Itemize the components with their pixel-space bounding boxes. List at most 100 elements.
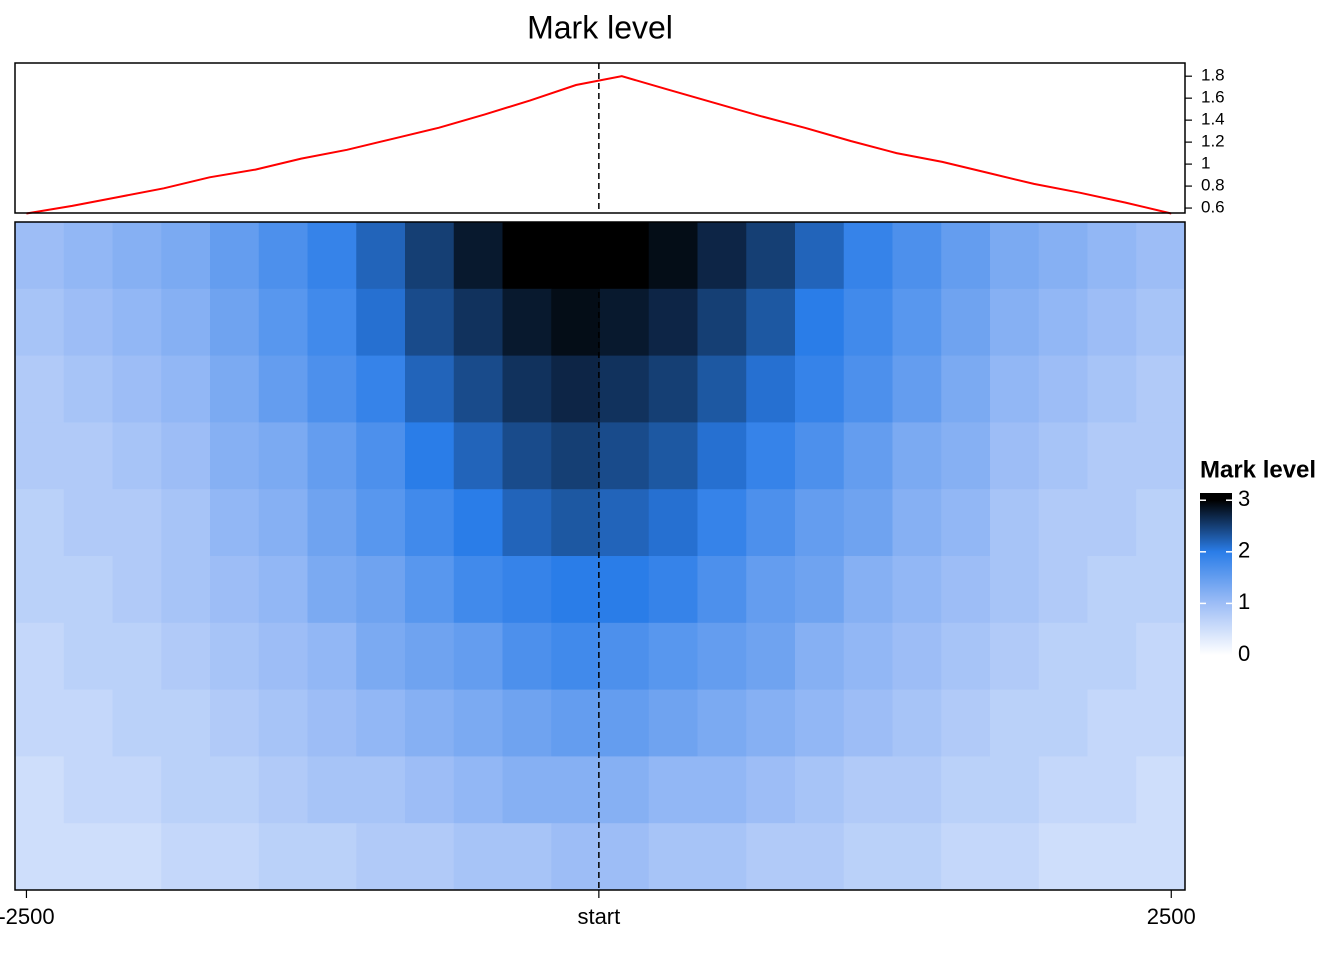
heatmap-cell bbox=[1136, 756, 1186, 824]
heatmap-cell bbox=[112, 222, 162, 290]
heatmap-cell bbox=[405, 756, 455, 824]
heatmap-cell bbox=[161, 222, 211, 290]
heatmap-cell bbox=[892, 489, 942, 557]
heatmap-cell bbox=[600, 489, 650, 557]
y-tick-label: 1.2 bbox=[1201, 132, 1225, 151]
heatmap-cell bbox=[356, 288, 406, 357]
heatmap-cell bbox=[843, 222, 893, 290]
heatmap-cell bbox=[258, 489, 308, 557]
profile-line bbox=[26, 75, 1172, 215]
heatmap-cell bbox=[551, 222, 601, 290]
heatmap-cell bbox=[112, 756, 162, 824]
heatmap-cell bbox=[990, 756, 1040, 824]
heatmap-cell bbox=[600, 756, 650, 824]
heatmap-cell bbox=[161, 622, 211, 691]
heatmap-cell bbox=[941, 222, 991, 290]
heatmap-cell bbox=[307, 355, 357, 423]
heatmap-cell bbox=[551, 489, 601, 557]
heatmap-cell bbox=[307, 489, 357, 557]
heatmap-cell bbox=[1136, 556, 1186, 624]
heatmap-cell bbox=[356, 355, 406, 423]
heatmap-cell bbox=[941, 823, 991, 891]
heatmap-cell bbox=[258, 622, 308, 691]
heatmap-cell bbox=[307, 756, 357, 824]
heatmap-cell bbox=[1038, 756, 1088, 824]
heatmap-cell bbox=[15, 222, 65, 290]
heatmap-cell bbox=[600, 288, 650, 357]
heatmap-cell bbox=[600, 823, 650, 891]
heatmap-cell bbox=[892, 689, 942, 757]
heatmap-cell bbox=[161, 823, 211, 891]
heatmap-cell bbox=[941, 422, 991, 490]
heatmap-cell bbox=[502, 689, 552, 757]
heatmap-cell bbox=[990, 355, 1040, 423]
heatmap-cell bbox=[1136, 689, 1186, 757]
heatmap-cell bbox=[63, 355, 113, 423]
heatmap-cell bbox=[746, 422, 796, 490]
heatmap-cell bbox=[453, 422, 503, 490]
heatmap-cell bbox=[648, 689, 698, 757]
heatmap-cell bbox=[405, 422, 455, 490]
heatmap-cell bbox=[210, 288, 260, 357]
heatmap-cell bbox=[15, 489, 65, 557]
heatmap-cell bbox=[258, 222, 308, 290]
heatmap-cell bbox=[892, 823, 942, 891]
heatmap-cell bbox=[210, 222, 260, 290]
heatmap-cell bbox=[405, 222, 455, 290]
heatmap-cell bbox=[648, 489, 698, 557]
legend-title: Mark level bbox=[1200, 456, 1316, 483]
heatmap-cell bbox=[1087, 422, 1137, 490]
heatmap-cell bbox=[502, 422, 552, 490]
y-tick-label: 0.6 bbox=[1201, 198, 1225, 217]
heatmap-cell bbox=[405, 622, 455, 691]
heatmap-cell bbox=[453, 556, 503, 624]
legend-label: 0 bbox=[1238, 641, 1250, 666]
heatmap-cell bbox=[112, 823, 162, 891]
heatmap-cell bbox=[1087, 489, 1137, 557]
x-tick-label: start bbox=[577, 904, 620, 929]
heatmap-cell bbox=[15, 689, 65, 757]
heatmap-cell bbox=[405, 355, 455, 423]
heatmap-cell bbox=[941, 622, 991, 691]
heatmap-cell bbox=[551, 756, 601, 824]
heatmap-cell bbox=[112, 422, 162, 490]
heatmap-cell bbox=[112, 355, 162, 423]
heatmap-cell bbox=[307, 556, 357, 624]
heatmap-cell bbox=[795, 355, 845, 423]
heatmap-cell bbox=[648, 355, 698, 423]
y-tick-label: 1.4 bbox=[1201, 110, 1225, 129]
heatmap-cell bbox=[1136, 823, 1186, 891]
heatmap-cell bbox=[210, 756, 260, 824]
heatmap-cell bbox=[356, 823, 406, 891]
heatmap-cell bbox=[356, 689, 406, 757]
heatmap-cell bbox=[161, 355, 211, 423]
heatmap-cell bbox=[990, 489, 1040, 557]
heatmap-cell bbox=[697, 489, 747, 557]
heatmap-cell bbox=[63, 823, 113, 891]
heatmap-cell bbox=[112, 622, 162, 691]
heatmap-cell bbox=[1136, 489, 1186, 557]
heatmap-cell bbox=[892, 288, 942, 357]
heatmap-cell bbox=[405, 556, 455, 624]
heatmap-cell bbox=[648, 222, 698, 290]
heatmap-cell bbox=[600, 689, 650, 757]
y-tick-label: 0.8 bbox=[1201, 176, 1225, 195]
heatmap-cell bbox=[502, 756, 552, 824]
heatmap-cell bbox=[15, 556, 65, 624]
heatmap-cell bbox=[746, 823, 796, 891]
heatmap-cell bbox=[746, 622, 796, 691]
heatmap-cell bbox=[1038, 823, 1088, 891]
heatmap-cell bbox=[356, 556, 406, 624]
heatmap-cell bbox=[746, 355, 796, 423]
heatmap-cell bbox=[112, 689, 162, 757]
heatmap-cell bbox=[453, 756, 503, 824]
heatmap-cell bbox=[210, 489, 260, 557]
heatmap-cell bbox=[1087, 689, 1137, 757]
heatmap-cell bbox=[1038, 288, 1088, 357]
heatmap-cell bbox=[990, 288, 1040, 357]
heatmap-cell bbox=[892, 422, 942, 490]
heatmap-cell bbox=[551, 689, 601, 757]
heatmap-cell bbox=[551, 288, 601, 357]
x-tick-label: 2500 bbox=[1147, 904, 1196, 929]
heatmap-cell bbox=[453, 288, 503, 357]
